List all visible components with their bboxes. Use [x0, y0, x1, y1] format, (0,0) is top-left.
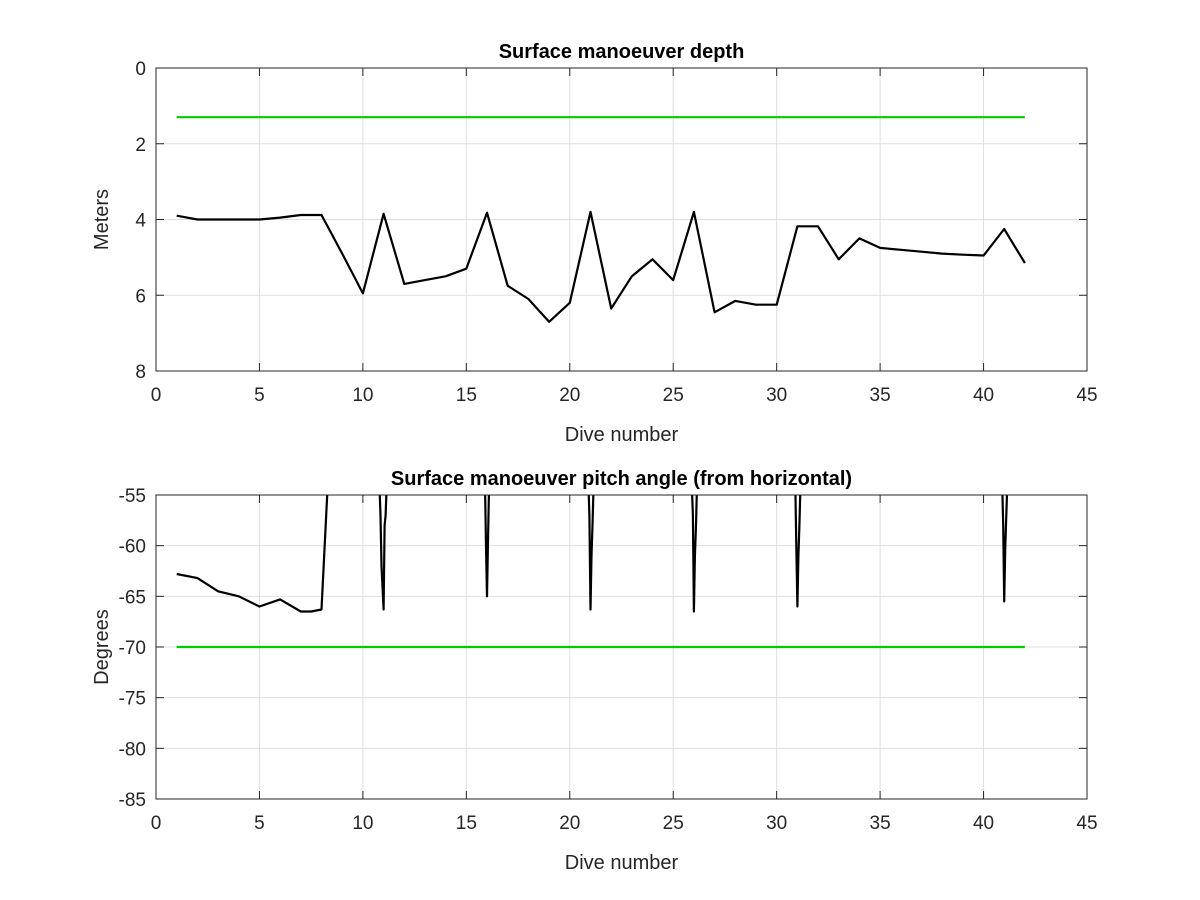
pitch-chart-ticks: 0 5 10 15 20 25 30 35 40 45 -85 -80 -75 -70 -65 -60 -55 [119, 486, 1098, 834]
pitch-chart-axes [155, 494, 1088, 800]
depth-chart-xtick-label: 0 [151, 385, 162, 406]
pitch-chart-ytick-label: -85 [119, 790, 146, 811]
depth-chart-ytick-label: 6 [135, 286, 146, 307]
depth-chart-xtick-label: 5 [254, 385, 265, 406]
pitch-chart-xtick-label: 40 [973, 813, 994, 834]
pitch-chart-xlabel: Dive number [565, 852, 679, 874]
depth-chart-ytick-label: 0 [135, 59, 146, 80]
pitch-chart-xtick-label: 45 [1076, 813, 1097, 834]
depth-chart: Surface manoeuver depth Dive number Mete… [91, 41, 1098, 446]
pitch-chart-series-line-0 [176, 495, 1009, 613]
pitch-chart-series [176, 495, 1025, 649]
pitch-chart-xtick-label: 20 [559, 813, 580, 834]
pitch-chart: Surface manoeuver pitch angle (from hori… [91, 468, 1098, 874]
depth-chart-xtick-label: 15 [456, 385, 477, 406]
pitch-chart-xtick-label: 15 [456, 813, 477, 834]
depth-chart-ylabel: Meters [91, 189, 113, 250]
pitch-chart-ytick-label: -55 [119, 486, 146, 507]
depth-chart-axes [155, 67, 1088, 372]
pitch-chart-xtick-label: 35 [870, 813, 891, 834]
depth-chart-xtick-label: 10 [352, 385, 373, 406]
depth-chart-xtick-label: 25 [663, 385, 684, 406]
pitch-chart-ytick-label: -70 [119, 638, 146, 659]
depth-chart-grid [155, 67, 1088, 372]
depth-chart-xtick-label: 35 [870, 385, 891, 406]
pitch-chart-ytick-label: -80 [119, 739, 146, 760]
depth-chart-series [176, 116, 1026, 323]
pitch-chart-xtick-label: 0 [151, 813, 162, 834]
depth-chart-ytick-label: 2 [135, 135, 146, 156]
pitch-chart-xtick-label: 30 [766, 813, 787, 834]
depth-chart-ytick-label: 4 [135, 211, 146, 232]
depth-chart-series-line-0 [176, 210, 1026, 323]
pitch-chart-ytick-label: -65 [119, 587, 146, 608]
pitch-chart-xtick-label: 5 [254, 813, 265, 834]
depth-chart-title: Surface manoeuver depth [499, 41, 745, 63]
depth-chart-ytick-label: 8 [135, 362, 146, 383]
pitch-chart-ytick-label: -75 [119, 689, 146, 710]
depth-chart-xlabel: Dive number [565, 424, 679, 446]
depth-chart-xtick-label: 30 [766, 385, 787, 406]
depth-chart-xtick-label: 20 [559, 385, 580, 406]
depth-chart-ticks: 0 5 10 15 20 25 30 35 40 45 0 2 4 6 8 [135, 59, 1097, 406]
pitch-chart-xtick-label: 10 [352, 813, 373, 834]
pitch-chart-xtick-label: 25 [663, 813, 684, 834]
pitch-chart-title: Surface manoeuver pitch angle (from hori… [391, 468, 852, 490]
pitch-chart-ytick-label: -60 [119, 537, 146, 558]
depth-chart-xtick-label: 45 [1076, 385, 1097, 406]
depth-chart-xtick-label: 40 [973, 385, 994, 406]
pitch-chart-ylabel: Degrees [91, 609, 113, 685]
